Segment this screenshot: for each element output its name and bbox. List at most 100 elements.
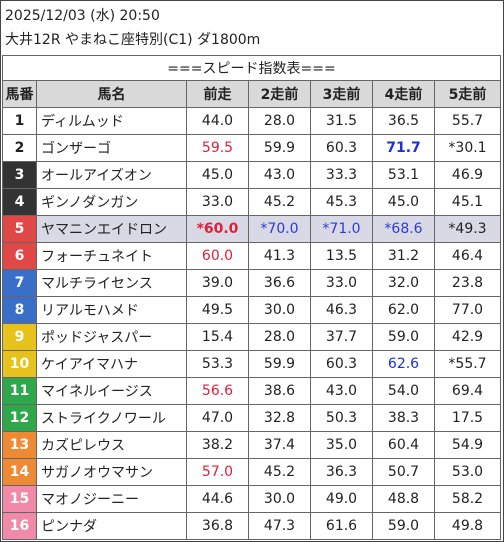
speed-value-4: 32.0 bbox=[372, 269, 435, 297]
horse-name: ポッドジャスパー bbox=[36, 323, 187, 351]
speed-value-2: 36.6 bbox=[248, 269, 311, 297]
speed-value-4: 59.0 bbox=[372, 512, 435, 540]
speed-value-5: 55.7 bbox=[434, 107, 501, 135]
speed-value-1: 45.0 bbox=[186, 161, 249, 189]
horse-number: 2 bbox=[2, 134, 37, 162]
speed-value-3: 45.3 bbox=[310, 188, 373, 216]
table-row: 10 ケイアイマハナ 53.3 59.9 60.3 62.6 *55.7 bbox=[2, 350, 501, 378]
column-header-5: 4走前 bbox=[372, 80, 435, 108]
column-header-1: 馬名 bbox=[36, 80, 187, 108]
speed-value-4: 31.2 bbox=[372, 242, 435, 270]
horse-name: マオノジーニー bbox=[36, 485, 187, 513]
speed-value-5: 23.8 bbox=[434, 269, 501, 297]
horse-number: 3 bbox=[2, 161, 37, 189]
speed-value-4: *68.6 bbox=[372, 215, 435, 243]
horse-number: 5 bbox=[2, 215, 37, 243]
horse-number: 4 bbox=[2, 188, 37, 216]
speed-value-1: 44.6 bbox=[186, 485, 249, 513]
speed-value-2: 28.0 bbox=[248, 323, 311, 351]
race-datetime: 2025/12/03 (水) 20:50 bbox=[5, 8, 160, 24]
speed-value-3: 50.3 bbox=[310, 404, 373, 432]
speed-value-5: 45.1 bbox=[434, 188, 501, 216]
speed-value-5: 54.9 bbox=[434, 431, 501, 459]
speed-value-1: 59.5 bbox=[186, 134, 249, 162]
table-row: 6 フォーチュネイト 60.0 41.3 13.5 31.2 46.4 bbox=[2, 242, 501, 270]
horse-number: 12 bbox=[2, 404, 37, 432]
horse-name: フォーチュネイト bbox=[36, 242, 187, 270]
speed-value-4: 71.7 bbox=[372, 134, 435, 162]
horse-name: ディルムッド bbox=[36, 107, 187, 135]
speed-value-1: 57.0 bbox=[186, 458, 249, 486]
speed-value-2: *70.0 bbox=[248, 215, 311, 243]
speed-value-2: 37.4 bbox=[248, 431, 311, 459]
speed-value-3: 33.3 bbox=[310, 161, 373, 189]
speed-value-5: 42.9 bbox=[434, 323, 501, 351]
speed-value-1: 39.0 bbox=[186, 269, 249, 297]
speed-value-4: 54.0 bbox=[372, 377, 435, 405]
speed-value-2: 30.0 bbox=[248, 485, 311, 513]
horse-number: 15 bbox=[2, 485, 37, 513]
table-row: 15 マオノジーニー 44.6 30.0 49.0 48.8 58.2 bbox=[2, 485, 501, 513]
speed-value-2: 30.0 bbox=[248, 296, 311, 324]
horse-number: 10 bbox=[2, 350, 37, 378]
speed-value-5: 49.8 bbox=[434, 512, 501, 540]
speed-value-4: 45.0 bbox=[372, 188, 435, 216]
horse-name: ケイアイマハナ bbox=[36, 350, 187, 378]
column-header-6: 5走前 bbox=[434, 80, 501, 108]
table-row: 13 カズピレウス 38.2 37.4 35.0 60.4 54.9 bbox=[2, 431, 501, 459]
table-row: 7 マルチライセンス 39.0 36.6 33.0 32.0 23.8 bbox=[2, 269, 501, 297]
table-row: 8 リアルモハメド 49.5 30.0 46.3 62.0 77.0 bbox=[2, 296, 501, 324]
speed-value-3: 49.0 bbox=[310, 485, 373, 513]
speed-value-1: 15.4 bbox=[186, 323, 249, 351]
table-row: 14 サガノオウマサン 57.0 45.2 36.3 50.7 53.0 bbox=[2, 458, 501, 486]
speed-value-2: 43.0 bbox=[248, 161, 311, 189]
table-row: 16 ピンナダ 36.8 47.3 61.6 59.0 49.8 bbox=[2, 512, 501, 540]
speed-value-3: 43.0 bbox=[310, 377, 373, 405]
speed-value-2: 45.2 bbox=[248, 458, 311, 486]
table-row: 5 ヤマニンエイドロン *60.0 *70.0 *71.0 *68.6 *49.3 bbox=[2, 215, 501, 243]
speed-value-2: 38.6 bbox=[248, 377, 311, 405]
speed-value-5: *30.1 bbox=[434, 134, 501, 162]
column-header-4: 3走前 bbox=[310, 80, 373, 108]
speed-value-5: 17.5 bbox=[434, 404, 501, 432]
speed-value-5: 77.0 bbox=[434, 296, 501, 324]
horse-number: 16 bbox=[2, 512, 37, 540]
table-row: 1 ディルムッド 44.0 28.0 31.5 36.5 55.7 bbox=[2, 107, 501, 135]
column-header-3: 2走前 bbox=[248, 80, 311, 108]
speed-value-1: 44.0 bbox=[186, 107, 249, 135]
speed-value-1: 33.0 bbox=[186, 188, 249, 216]
speed-value-1: 49.5 bbox=[186, 296, 249, 324]
horse-name: ギンノダンガン bbox=[36, 188, 187, 216]
speed-value-3: 33.0 bbox=[310, 269, 373, 297]
horse-number: 13 bbox=[2, 431, 37, 459]
horse-name: ストライクノワール bbox=[36, 404, 187, 432]
horse-name: ピンナダ bbox=[36, 512, 187, 540]
speed-value-4: 62.6 bbox=[372, 350, 435, 378]
speed-value-1: 53.3 bbox=[186, 350, 249, 378]
speed-value-3: 37.7 bbox=[310, 323, 373, 351]
speed-value-2: 41.3 bbox=[248, 242, 311, 270]
speed-value-1: 38.2 bbox=[186, 431, 249, 459]
speed-value-3: 35.0 bbox=[310, 431, 373, 459]
speed-value-1: *60.0 bbox=[186, 215, 249, 243]
speed-value-1: 56.6 bbox=[186, 377, 249, 405]
speed-value-3: 61.6 bbox=[310, 512, 373, 540]
speed-value-3: 31.5 bbox=[310, 107, 373, 135]
speed-value-2: 45.2 bbox=[248, 188, 311, 216]
horse-name: サガノオウマサン bbox=[36, 458, 187, 486]
speed-value-1: 60.0 bbox=[186, 242, 249, 270]
speed-value-3: *71.0 bbox=[310, 215, 373, 243]
speed-value-4: 38.3 bbox=[372, 404, 435, 432]
horse-number: 1 bbox=[2, 107, 37, 135]
table-row: 12 ストライクノワール 47.0 32.8 50.3 38.3 17.5 bbox=[2, 404, 501, 432]
speed-value-3: 46.3 bbox=[310, 296, 373, 324]
speed-value-4: 59.0 bbox=[372, 323, 435, 351]
speed-value-4: 50.7 bbox=[372, 458, 435, 486]
horse-number: 9 bbox=[2, 323, 37, 351]
speed-value-2: 59.9 bbox=[248, 350, 311, 378]
table-row: 9 ポッドジャスパー 15.4 28.0 37.7 59.0 42.9 bbox=[2, 323, 501, 351]
speed-value-5: 58.2 bbox=[434, 485, 501, 513]
table-row: 2 ゴンザーゴ 59.5 59.9 60.3 71.7 *30.1 bbox=[2, 134, 501, 162]
horse-name: マイネルイージス bbox=[36, 377, 187, 405]
horse-number: 6 bbox=[2, 242, 37, 270]
